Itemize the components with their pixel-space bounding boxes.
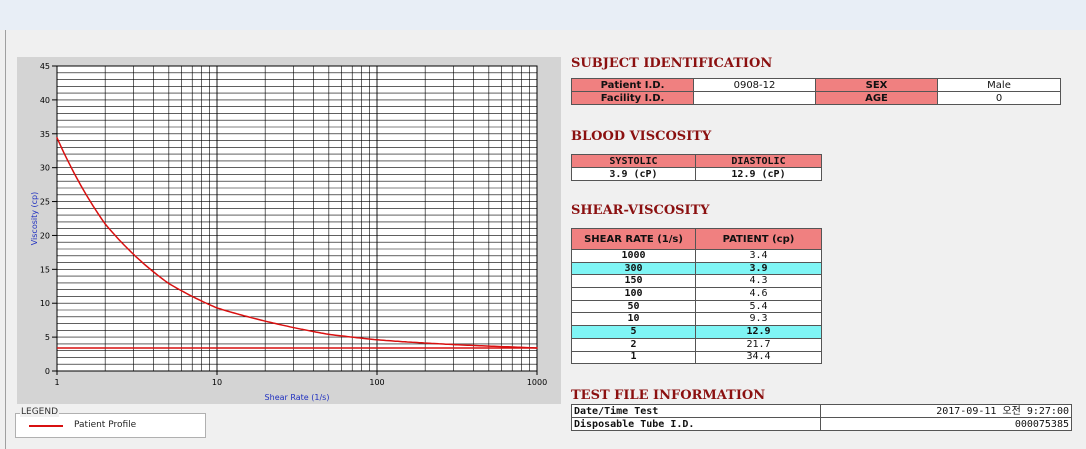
facility-id-value — [693, 91, 816, 105]
shear-rate-cell: 2 — [571, 337, 696, 352]
viscosity-chart-panel: 0 5 10 15 20 25 30 35 40 45 1 10 100 1000 Shear Rate (… — [17, 57, 561, 404]
data-point — [536, 347, 538, 349]
shear-rate-cell: 300 — [571, 261, 696, 276]
facility-id-label: Facility I.D. — [571, 91, 694, 105]
x-tick-label: 100 — [369, 378, 384, 387]
data-point — [404, 341, 406, 343]
tube-id-value: 000075385 — [820, 417, 1072, 431]
y-axis-label: Viscosity (cp) — [30, 192, 39, 246]
table-row: 100 4.6 — [571, 287, 822, 301]
table-row: 300 3.9 — [571, 261, 822, 276]
legend-line-swatch — [29, 425, 63, 427]
y-tick-label: 35 — [40, 130, 50, 139]
shear-rate-cell: 10 — [571, 312, 696, 327]
y-tick-label: 30 — [40, 164, 50, 173]
data-point — [56, 137, 58, 139]
diastolic-value: 12.9 (cP) — [695, 167, 822, 181]
y-tick-label: 5 — [45, 333, 50, 342]
table-row: 1 34.4 — [571, 350, 822, 365]
systolic-value: 3.9 (cP) — [571, 167, 696, 181]
patient-id-label: Patient I.D. — [571, 78, 694, 92]
shear-rate-cell: 5 — [571, 325, 696, 339]
patient-cp-cell: 4.6 — [695, 287, 822, 301]
sex-value: Male — [937, 78, 1061, 92]
legend-title: LEGEND — [20, 407, 60, 417]
viscosity-chart: 0 5 10 15 20 25 30 35 40 45 1 10 100 1000 Shear Rate (… — [30, 62, 547, 402]
shear-rate-cell: 1 — [571, 350, 696, 365]
series-line-patient-profile — [56, 137, 538, 349]
left-divider — [5, 30, 6, 449]
x-tick-label: 10 — [212, 378, 222, 387]
tube-id-label: Disposable Tube I.D. — [571, 417, 821, 431]
age-value: 0 — [937, 91, 1061, 105]
patient-cp-cell: 5.4 — [695, 299, 822, 314]
shear-viscosity-table: SHEAR RATE (1/s) PATIENT (cp) 1000 3.4 300… — [571, 228, 822, 365]
x-tick-label: 1 — [54, 378, 59, 387]
y-tick-label: 45 — [40, 62, 50, 71]
data-point — [452, 343, 455, 346]
data-point — [328, 333, 330, 336]
age-label: AGE — [815, 91, 938, 105]
subject-identification-title: SUBJECT IDENTIFICATION — [571, 56, 773, 71]
data-point — [168, 282, 170, 285]
top-bar — [0, 0, 1086, 30]
x-axis-label: Shear Rate (1/s) — [265, 393, 330, 402]
patient-cp-cell: 9.3 — [695, 312, 822, 327]
blood-viscosity-table: SYSTOLIC DIASTOLIC 3.9 (cP) 12.9 (cP) — [571, 154, 822, 181]
y-tick-label: 0 — [45, 367, 50, 376]
legend-entry-label: Patient Profile — [74, 420, 137, 430]
y-tick-label: 25 — [40, 198, 50, 207]
systolic-label: SYSTOLIC — [571, 154, 696, 168]
table-row: 5 12.9 — [571, 325, 822, 339]
patient-cp-cell: 3.9 — [695, 261, 822, 276]
blood-viscosity-title: BLOOD VISCOSITY — [571, 129, 712, 144]
patient-cp-cell: 34.4 — [695, 350, 822, 365]
table-row: 1000 3.4 — [571, 249, 822, 263]
patient-cp-cell: 12.9 — [695, 325, 822, 339]
y-tick-label: 40 — [40, 96, 50, 105]
subject-identification-table: Patient I.D. 0908-12 SEX Male Facility I… — [571, 78, 1061, 105]
patient-cp-header: PATIENT (cp) — [695, 228, 822, 250]
test-file-table: Date/Time Test 2017-09-11 오전 9:27:00 Dis… — [571, 404, 1072, 431]
legend-box: LEGEND Patient Profile — [15, 407, 206, 438]
data-point — [216, 307, 218, 309]
y-tick-label: 20 — [40, 231, 50, 240]
patient-cp-cell: 3.4 — [695, 249, 822, 263]
plot-area — [56, 65, 538, 372]
sex-label: SEX — [815, 78, 938, 92]
patient-id-value: 0908-12 — [693, 78, 816, 92]
data-point — [104, 223, 106, 225]
table-row: 50 5.4 — [571, 299, 822, 314]
diastolic-label: DIASTOLIC — [695, 154, 822, 168]
shear-viscosity-title: SHEAR-VISCOSITY — [571, 203, 710, 218]
shear-rate-cell: 100 — [571, 287, 696, 301]
y-tick-label: 15 — [40, 265, 50, 274]
table-row: 2 21.7 — [571, 337, 822, 352]
shear-rate-cell: 1000 — [571, 249, 696, 263]
table-row: 10 9.3 — [571, 312, 822, 327]
shear-rate-cell: 50 — [571, 299, 696, 314]
patient-cp-cell: 21.7 — [695, 337, 822, 352]
datetime-label: Date/Time Test — [571, 404, 821, 418]
shear-rate-header: SHEAR RATE (1/s) — [571, 228, 696, 250]
data-point — [376, 339, 378, 341]
datetime-value: 2017-09-11 오전 9:27:00 — [820, 404, 1072, 418]
shear-rate-cell: 150 — [571, 274, 696, 289]
test-file-information-title: TEST FILE INFORMATION — [571, 388, 766, 403]
table-row: 150 4.3 — [571, 274, 822, 289]
y-tick-label: 10 — [40, 299, 50, 308]
patient-cp-cell: 4.3 — [695, 274, 822, 289]
x-tick-label: 1000 — [527, 378, 547, 387]
